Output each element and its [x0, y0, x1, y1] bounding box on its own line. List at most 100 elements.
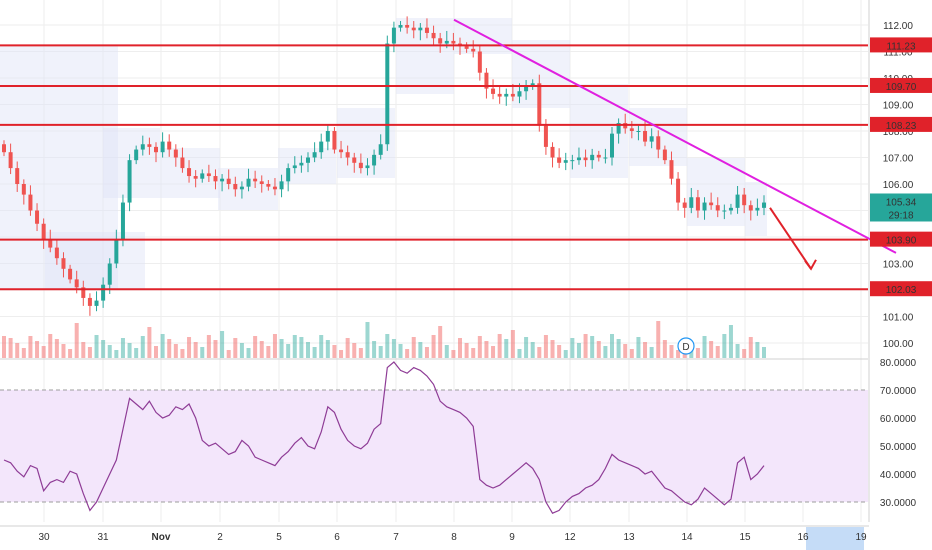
candle-body[interactable] [715, 205, 720, 211]
candle-body[interactable] [299, 162, 304, 166]
candle-body[interactable] [114, 239, 119, 264]
candle-body[interactable] [636, 131, 641, 132]
trend-line[interactable] [453, 18, 897, 254]
candle-body[interactable] [596, 154, 601, 158]
candle-body[interactable] [378, 144, 383, 155]
candle-body[interactable] [35, 210, 40, 224]
candle-body[interactable] [742, 194, 747, 206]
candle-body[interactable] [689, 197, 694, 208]
candle-body[interactable] [213, 176, 218, 182]
candle-body[interactable] [656, 136, 661, 150]
candle-body[interactable] [2, 144, 6, 153]
candle-body[interactable] [537, 83, 542, 126]
candle-body[interactable] [41, 223, 46, 240]
candle-body[interactable] [259, 181, 264, 184]
candle-body[interactable] [424, 27, 429, 33]
candle-body[interactable] [94, 300, 99, 306]
candle-body[interactable] [616, 123, 621, 134]
candle-body[interactable] [61, 258, 66, 269]
candle-body[interactable] [418, 27, 423, 31]
candle-body[interactable] [471, 48, 476, 52]
candle-body[interactable] [101, 284, 106, 301]
candle-body[interactable] [286, 168, 291, 182]
candle-body[interactable] [319, 141, 324, 153]
candle-body[interactable] [735, 194, 740, 208]
candle-body[interactable] [576, 157, 581, 161]
dividend-marker[interactable]: D [677, 337, 695, 355]
candle-body[interactable] [120, 202, 125, 240]
candle-body[interactable] [358, 162, 363, 169]
candle-body[interactable] [728, 207, 733, 211]
candle-body[interactable] [676, 178, 681, 203]
candle-body[interactable] [722, 210, 727, 212]
candle-body[interactable] [643, 131, 648, 142]
candle-body[interactable] [220, 178, 225, 182]
candle-body[interactable] [140, 144, 145, 150]
candle-body[interactable] [233, 184, 238, 190]
candle-body[interactable] [649, 136, 654, 142]
candle-body[interactable] [504, 93, 509, 97]
candle-body[interactable] [662, 149, 667, 161]
candle-body[interactable] [477, 51, 482, 73]
candle-body[interactable] [524, 85, 529, 92]
candle-body[interactable] [391, 27, 396, 44]
candle-body[interactable] [180, 157, 185, 169]
candle-body[interactable] [484, 72, 489, 89]
candle-body[interactable] [365, 165, 370, 169]
candle-body[interactable] [200, 173, 205, 179]
candle-body[interactable] [563, 160, 568, 163]
candle-body[interactable] [491, 88, 496, 94]
candle-body[interactable] [550, 146, 555, 158]
candle-body[interactable] [464, 46, 469, 49]
candle-body[interactable] [54, 247, 59, 259]
candle-body[interactable] [28, 194, 33, 211]
candle-body[interactable] [167, 141, 172, 150]
candle-body[interactable] [226, 178, 231, 184]
candle-body[interactable] [154, 146, 158, 153]
candle-body[interactable] [372, 154, 377, 166]
candle-body[interactable] [702, 202, 707, 211]
candle-body[interactable] [87, 297, 92, 306]
candle-body[interactable] [107, 263, 112, 285]
candle-body[interactable] [345, 152, 350, 158]
candle-body[interactable] [68, 268, 73, 280]
candle-body[interactable] [8, 152, 13, 169]
candle-body[interactable] [530, 83, 535, 86]
candle-body[interactable] [15, 168, 20, 184]
candle-body[interactable] [695, 197, 700, 211]
candle-body[interactable] [134, 149, 139, 161]
candle-body[interactable] [160, 141, 165, 153]
candle-body[interactable] [405, 25, 410, 28]
candle-body[interactable] [669, 160, 674, 179]
candle-body[interactable] [266, 184, 271, 187]
candle-body[interactable] [411, 27, 416, 31]
candles[interactable] [2, 16, 766, 316]
rsi-line[interactable] [3, 361, 765, 514]
candle-body[interactable] [517, 91, 522, 97]
candle-body[interactable] [81, 287, 86, 298]
candle-body[interactable] [352, 157, 357, 163]
candle-body[interactable] [557, 157, 562, 163]
candle-body[interactable] [279, 181, 284, 190]
candle-body[interactable] [748, 205, 753, 211]
candle-body[interactable] [762, 202, 766, 208]
candle-body[interactable] [398, 25, 403, 28]
candle-body[interactable] [127, 160, 132, 203]
candle-body[interactable] [206, 173, 211, 177]
candle-body[interactable] [510, 93, 515, 97]
candle-body[interactable] [312, 152, 317, 158]
candle-body[interactable] [451, 40, 456, 44]
candle-body[interactable] [187, 168, 192, 177]
candle-body[interactable] [497, 93, 502, 97]
candle-body[interactable] [755, 207, 760, 211]
candle-body[interactable] [306, 157, 310, 163]
candle-body[interactable] [570, 160, 575, 162]
candle-body[interactable] [239, 186, 244, 190]
candle-body[interactable] [385, 43, 390, 145]
candle-body[interactable] [292, 165, 297, 169]
candle-body[interactable] [173, 149, 178, 158]
candle-body[interactable] [332, 131, 337, 150]
candle-body[interactable] [709, 202, 714, 206]
candle-body[interactable] [629, 128, 634, 131]
